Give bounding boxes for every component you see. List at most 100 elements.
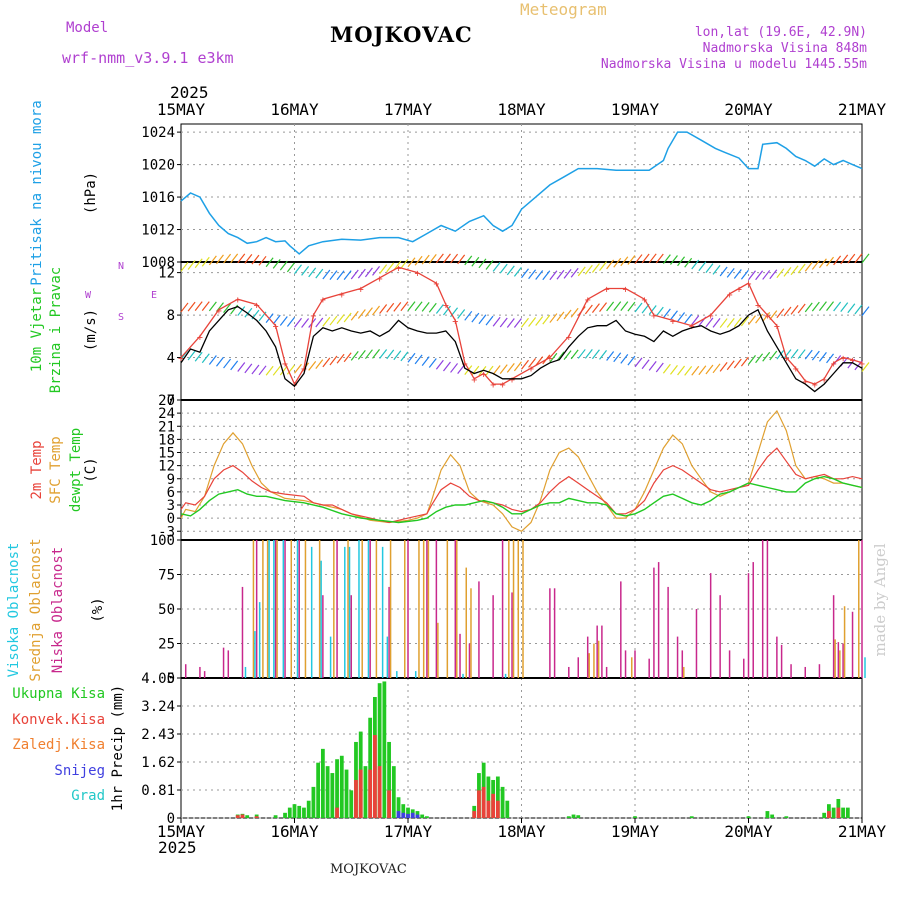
wind-barb [719, 318, 728, 328]
wind-barb [294, 363, 302, 374]
wind-gust-marker: + [793, 364, 799, 375]
wind-barb [684, 365, 693, 376]
wind-barb [811, 260, 820, 270]
time-tick-bottom: 15MAY [157, 822, 206, 841]
wind-barb [506, 318, 515, 328]
wind-barb [804, 349, 813, 360]
wind-barb [336, 353, 345, 364]
cloud-axis-title-3: Niska Oblacnost [50, 547, 66, 673]
wind-barb [854, 253, 863, 264]
wind-barb [272, 314, 281, 325]
time-tick-bottom: 18MAY [497, 822, 546, 841]
wind-gust-marker: + [736, 285, 742, 296]
precip-bar-conv [377, 766, 382, 818]
y-tick-label: 100 [150, 533, 175, 549]
wind-barb [705, 317, 714, 328]
elevation-label: Nadmorska Visina 848m [702, 41, 867, 56]
wind-barb [641, 253, 650, 264]
wind-barb [790, 305, 799, 315]
sfc-temp-line [180, 409, 863, 533]
wind-barb [833, 355, 842, 365]
precip-bar-total [287, 807, 292, 818]
precip-legend-label_total: Ukupna Kisa [12, 686, 105, 702]
precip-bar-total [841, 807, 845, 818]
wind-barb [492, 316, 501, 327]
wind-barb [421, 356, 430, 367]
y-tick-label: 15 [158, 446, 175, 462]
wind-barb [471, 365, 480, 376]
station-title: MOJKOVAC [330, 22, 473, 47]
wind-axis-title-1: 10m Vjetar [29, 288, 45, 372]
wind-barb [733, 358, 742, 369]
wind-gust-marker: + [831, 359, 837, 370]
wind-barb [542, 270, 551, 281]
wind-barb [315, 317, 324, 328]
precip-bar-total [349, 790, 354, 818]
cloud-axis-title-1: Visoka Oblacnost [6, 543, 22, 678]
wind-barb [748, 315, 756, 325]
y-tick-label: 27 [158, 393, 175, 409]
time-tick-bottom: 19MAY [611, 822, 660, 841]
wind-barb [286, 317, 295, 327]
precip-bar-total [770, 814, 775, 818]
precip-bar-snow [415, 814, 420, 818]
wind-gust-marker: + [641, 295, 647, 306]
wind-barb [428, 302, 437, 313]
wind-barb [492, 365, 501, 375]
y-tick-label: 0 [167, 811, 175, 827]
precip-legend-label_hail: Grad [71, 788, 105, 804]
time-tick-top: 17MAY [384, 100, 433, 119]
precip-bar-snow [410, 812, 415, 818]
wind-barb [570, 307, 579, 318]
precip-bar-total [566, 816, 571, 818]
wind-barb [492, 261, 501, 272]
wind-barb [769, 269, 778, 280]
precip-bar-total [302, 807, 306, 818]
wind-barb [584, 264, 593, 275]
temp-axis-title-2: SFC Temp [48, 436, 64, 503]
y-tick-label: 1016 [141, 190, 175, 206]
wind-barb [783, 349, 792, 359]
wind-barb [634, 357, 643, 368]
wind-gust-line [180, 266, 863, 386]
wind-barb [570, 349, 579, 360]
wind-barb [322, 357, 331, 368]
y-tick-label: 1020 [141, 158, 175, 174]
wind-barb [485, 260, 494, 270]
year-top: 2025 [170, 83, 209, 102]
wind-gust-marker: + [452, 316, 458, 327]
time-tick-bottom: 17MAY [384, 822, 433, 841]
wind-gust-marker: + [802, 377, 808, 388]
wind-barb [584, 349, 593, 359]
wind-barb [414, 255, 423, 266]
wind-barb [847, 303, 856, 314]
wind-barb [691, 259, 700, 270]
wind-gust-marker: + [414, 269, 420, 280]
wind-barb [655, 253, 664, 264]
wind-barb [294, 264, 302, 275]
wind-barb [818, 351, 827, 362]
wind-barb [748, 270, 756, 281]
wind-barb [797, 303, 806, 314]
precip-bar-total [425, 816, 429, 818]
wind-barb [478, 258, 487, 269]
wind-barb [740, 269, 749, 280]
wind-barb [194, 258, 203, 269]
wind-barb [364, 307, 373, 318]
time-tick-bottom: 20MAY [724, 822, 773, 841]
wind-barb [435, 359, 444, 370]
wind-barb [301, 318, 310, 328]
wind-barb [854, 304, 863, 315]
wind-barb [407, 301, 416, 311]
precip-bar-conv [373, 735, 377, 818]
pressure-units: (hPa) [83, 172, 99, 214]
y-tick-label: 12 [158, 266, 175, 282]
wind-barb [691, 315, 700, 326]
wind-barb [251, 364, 260, 375]
wind-barb [364, 349, 373, 360]
precip-bar-conv [354, 779, 358, 818]
wind-barb [606, 351, 615, 361]
wind-barb [563, 350, 572, 361]
precip-bar-total [689, 816, 694, 818]
y-tick-label: 24 [158, 406, 175, 422]
